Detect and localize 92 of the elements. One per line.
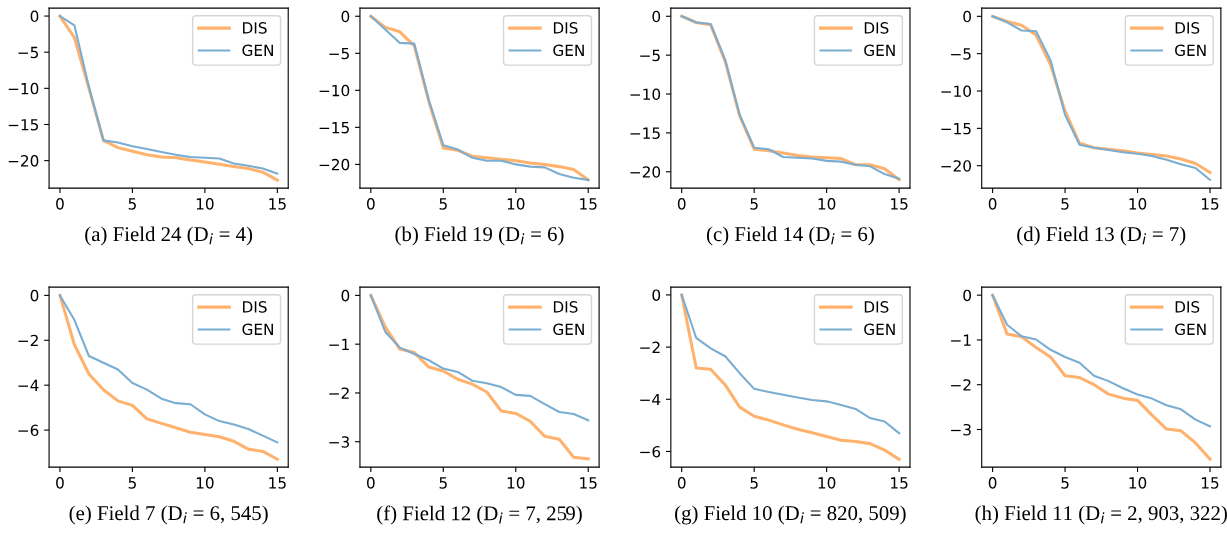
x-tick-label: 5 [439,477,447,489]
legend-label: GEN [1175,44,1206,57]
y-tick-label: −2 [18,334,38,347]
legend-label: GEN [1175,323,1206,336]
y-tick-label: −2 [329,387,349,399]
y-tick-label: −6 [640,445,661,458]
x-tick-label: 10 [818,198,836,210]
legend-label: DIS [1175,22,1200,34]
x-axis-title: (f) Field 12 (D$_{i}$ = 7, 259) [377,505,582,525]
legend-label: GEN [242,44,273,57]
legend-label: DIS [864,301,889,313]
x-axis-title: (c) Field 14 (D$_{i}$ = 6) [706,226,874,246]
y-tick-label: −2 [951,379,971,391]
y-tick-label: 0 [963,289,971,302]
y-tick-label: −15 [630,127,660,139]
x-axis-title: (e) Field 7 (D$_{i}$ = 6, 545) [69,505,268,525]
y-tick-label: 0 [30,10,39,23]
x-tick-label: 10 [1129,477,1147,489]
x-tick-label: 5 [128,198,136,210]
x-tick-label: 10 [818,477,836,489]
y-tick-label: −5 [951,48,971,60]
legend-label: DIS [243,22,267,34]
x-tick-label: 0 [988,198,997,210]
x-tick-label: 5 [1061,198,1069,210]
x-tick-label: 10 [1129,198,1147,210]
legend-label: DIS [864,22,889,34]
legend-label: GEN [864,323,895,336]
y-tick-label: −5 [18,46,39,59]
x-tick-label: 0 [677,198,686,210]
x-tick-label: 15 [1201,477,1219,489]
x-tick-label: 15 [580,477,597,489]
y-tick-label: −1 [951,334,971,346]
y-tick-label: −20 [941,160,971,172]
legend-label: DIS [1175,301,1200,313]
x-tick-label: 5 [1061,477,1069,489]
y-tick-label: 0 [30,289,39,302]
x-tick-label: 10 [507,198,525,210]
y-tick-label: −10 [630,88,661,101]
x-tick-label: 10 [196,477,214,489]
y-tick-label: −2 [640,341,660,353]
x-tick-label: 15 [269,477,286,489]
y-tick-label: −5 [329,47,349,60]
y-tick-label: −3 [951,423,971,436]
x-tick-label: 15 [1201,198,1219,210]
y-tick-label: −15 [8,119,39,131]
y-tick-label: −4 [640,393,661,406]
x-tick-label: 5 [439,198,447,210]
x-tick-label: 5 [128,477,136,489]
x-tick-label: 0 [677,477,686,489]
legend-label: GEN [553,44,584,57]
x-tick-label: 0 [56,198,64,210]
x-tick-label: 5 [750,198,758,210]
y-tick-label: 0 [652,289,661,301]
y-tick-label: 0 [652,10,661,23]
x-tick-label: 10 [507,477,525,489]
x-tick-label: 0 [366,477,375,489]
y-tick-label: −20 [319,158,350,171]
y-tick-label: −20 [630,166,661,178]
y-tick-label: −1 [329,338,349,350]
x-tick-label: 0 [56,477,64,489]
x-axis-title: (g) Field 10 (D$_{i}$ = 820, 509) [675,505,906,525]
x-axis-title: (b) Field 19 (D$_{i}$ = 6) [395,226,564,246]
legend-label: DIS [243,301,267,313]
x-tick-label: 15 [891,198,908,210]
x-tick-label: 15 [891,477,908,489]
y-tick-label: −10 [941,85,971,98]
y-tick-label: −20 [8,155,39,167]
y-tick-label: 0 [963,10,971,23]
y-tick-label: −5 [640,49,660,62]
legend-label: DIS [553,22,578,34]
y-tick-label: 0 [341,289,350,302]
x-axis-title: (a) Field 24 (D$_{i}$ = 4) [85,226,253,246]
y-tick-label: −6 [18,424,39,437]
x-tick-label: 0 [988,477,997,489]
legend-label: DIS [553,301,578,313]
y-tick-label: −15 [941,123,971,135]
y-tick-label: −10 [319,84,350,97]
x-axis-title: (d) Field 13 (D$_{i}$ = 7) [1017,226,1186,246]
x-axis-title: (h) Field 11 (D$_{i}$ = 2, 903, 322) [975,505,1227,525]
y-tick-label: 0 [341,10,350,23]
y-tick-label: −15 [319,122,349,134]
x-tick-label: 15 [269,198,286,210]
x-tick-label: 15 [580,198,597,210]
x-tick-label: 10 [196,198,214,210]
x-tick-label: 5 [750,477,758,489]
x-tick-label: 0 [366,198,375,210]
y-tick-label: −3 [329,436,350,448]
y-tick-label: −4 [18,379,39,391]
legend-label: GEN [242,323,273,336]
legend-label: GEN [553,323,584,336]
legend-label: GEN [864,44,895,57]
y-tick-label: −10 [8,82,39,95]
